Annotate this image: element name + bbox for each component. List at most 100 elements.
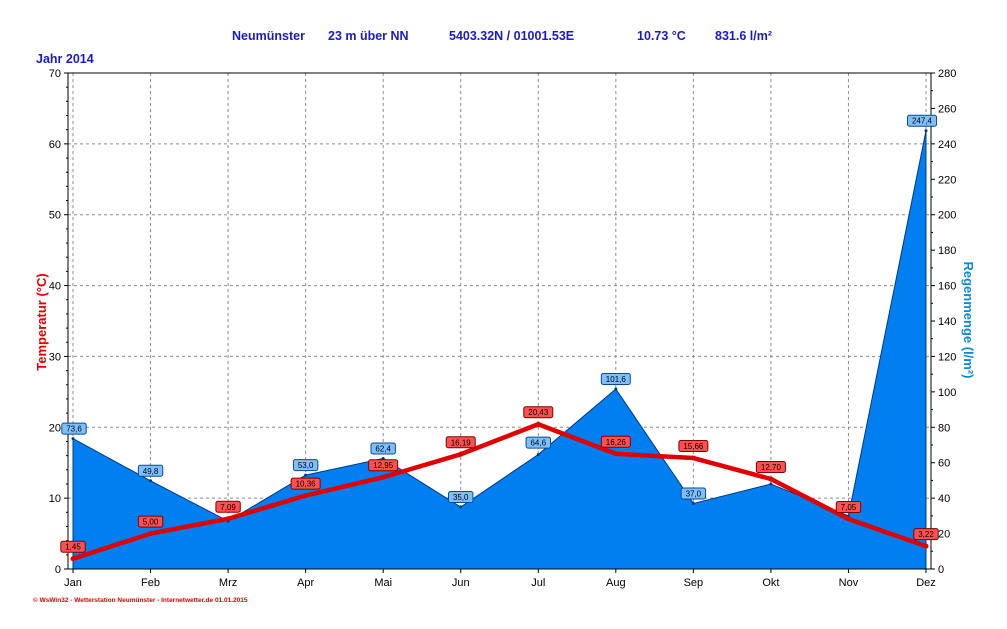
rain-data-label: 64,6	[530, 439, 546, 448]
rain-point	[924, 129, 928, 133]
temp-data-label: 1,45	[65, 543, 81, 552]
rain-data-label-box	[370, 442, 396, 455]
temp-data-label: 16,19	[451, 438, 472, 447]
x-tick-label: Mrz	[219, 577, 237, 589]
x-tick-label: Feb	[141, 577, 160, 589]
x-tick-label: Jun	[452, 577, 470, 589]
x-tick-label: Nov	[839, 577, 859, 589]
rain-data-label-box	[680, 487, 707, 500]
temp-data-label: 7,05	[841, 503, 857, 512]
temp-data-label-box	[523, 406, 554, 419]
y-tick-label-right: 100	[938, 387, 956, 399]
y-tick-label-right: 80	[938, 422, 950, 434]
x-tick-label: Aug	[606, 577, 626, 589]
temp-point	[70, 556, 76, 562]
y-tick-label-right: 160	[938, 281, 956, 293]
header-altitude: 23 m über NN	[328, 29, 409, 43]
temp-line	[70, 421, 929, 561]
rain-data-label: 247,4	[912, 117, 933, 126]
rain-point	[304, 473, 308, 477]
temp-data-label: 16,26	[606, 438, 627, 447]
y-tick-label-right: 60	[938, 458, 950, 470]
temp-data-label: 12,70	[761, 463, 782, 472]
temp-point	[380, 474, 386, 480]
temp-point	[225, 516, 231, 522]
y-tick-label-right: 20	[938, 529, 950, 541]
rain-point	[536, 453, 540, 457]
rain-point	[691, 501, 695, 505]
header-mean-temp: 10.73 °C	[637, 29, 686, 43]
temp-data-label-box	[290, 477, 321, 490]
rain-point	[459, 505, 463, 509]
x-tick-label: Jul	[531, 577, 545, 589]
y-tick-label-right: 120	[938, 351, 956, 363]
x-tick-label: Dez	[916, 577, 936, 589]
temp-point	[768, 476, 774, 482]
x-tick-label: Apr	[297, 577, 314, 589]
x-tick-label: Sep	[684, 577, 704, 589]
temp-data-label-box	[600, 435, 631, 448]
rain-point	[614, 387, 618, 391]
rain-data-label-box	[137, 464, 164, 477]
rain-data-label: 49,8	[143, 467, 159, 476]
temp-data-label: 12,95	[373, 461, 394, 470]
header-total-rain: 831.6 l/m²	[715, 29, 772, 43]
year-label: Jahr 2014	[36, 52, 94, 66]
y-tick-label-left: 20	[49, 422, 61, 434]
temp-data-label-box	[60, 540, 86, 553]
y-tick-label-right: 260	[938, 103, 956, 115]
y-tick-label-left: 70	[49, 68, 61, 80]
temp-data-label-box	[368, 459, 399, 472]
rain-data-label: 73,6	[66, 425, 82, 434]
y-tick-label-left: 50	[49, 210, 61, 222]
y-tick-label-right: 140	[938, 316, 956, 328]
rain-data-label: 35,0	[453, 493, 469, 502]
temp-point	[303, 493, 309, 499]
y-tick-label-right: 200	[938, 210, 956, 222]
y-axis-title-left: Temperatur (°C)	[34, 273, 49, 370]
temp-point	[845, 516, 851, 522]
rain-point	[149, 479, 153, 483]
temp-data-label: 20,43	[528, 408, 549, 417]
header-coords: 5403.32N / 01001.53E	[449, 29, 574, 43]
rain-data-label-box	[907, 114, 937, 127]
axes: 0 10 20 30 40 50 60 70 0 20 40 60 80 100 120 140 160 180 2…	[49, 68, 957, 589]
rain-data-label: 37,0	[686, 489, 702, 498]
temp-point	[148, 531, 154, 537]
temp-point	[923, 543, 929, 549]
y-tick-label-right: 220	[938, 174, 956, 186]
rain-data-label-box	[61, 422, 87, 435]
header-station: Neumünster	[232, 29, 305, 43]
rain-data-label-box	[448, 491, 474, 503]
temp-data-label: 5,00	[143, 518, 159, 527]
y-tick-label-right: 40	[938, 493, 950, 505]
temp-data-label-box	[215, 500, 241, 513]
rain-data-label: 53,0	[298, 461, 314, 470]
y-tick-label-left: 40	[49, 281, 61, 293]
temp-data-label-box	[755, 461, 786, 474]
temp-data-label-box	[445, 436, 476, 449]
y-tick-label-right: 0	[938, 564, 944, 576]
y-tick-label-right: 240	[938, 139, 956, 151]
rain-data-label: 62,4	[375, 444, 391, 453]
rain-data-label: 101,6	[606, 375, 627, 384]
y-tick-label-left: 0	[55, 564, 61, 576]
rain-point	[381, 456, 385, 460]
y-tick-label-left: 60	[49, 139, 61, 151]
rain-data-label-box	[292, 459, 319, 472]
rain-data-label-box	[525, 436, 551, 449]
temp-data-label-box	[913, 528, 939, 541]
rain-data-label-box	[600, 373, 631, 386]
footer-credit: © WsWin32 - Wetterstation Neumünster - I…	[33, 596, 248, 604]
temp-data-label: 7,09	[220, 503, 236, 512]
temp-data-label-box	[835, 501, 862, 514]
y-tick-label-left: 10	[49, 493, 61, 505]
rain-point	[769, 482, 773, 486]
y-tick-label-right: 280	[938, 68, 956, 80]
y-tick-label-left: 30	[49, 351, 61, 363]
data-labels: 73,6 49,8 53,0 62,4 35,0 64,6 101,6 37,0 247,4 1,…	[60, 114, 939, 553]
x-tick-label: Mai	[374, 577, 392, 589]
temperature-series	[70, 421, 929, 562]
